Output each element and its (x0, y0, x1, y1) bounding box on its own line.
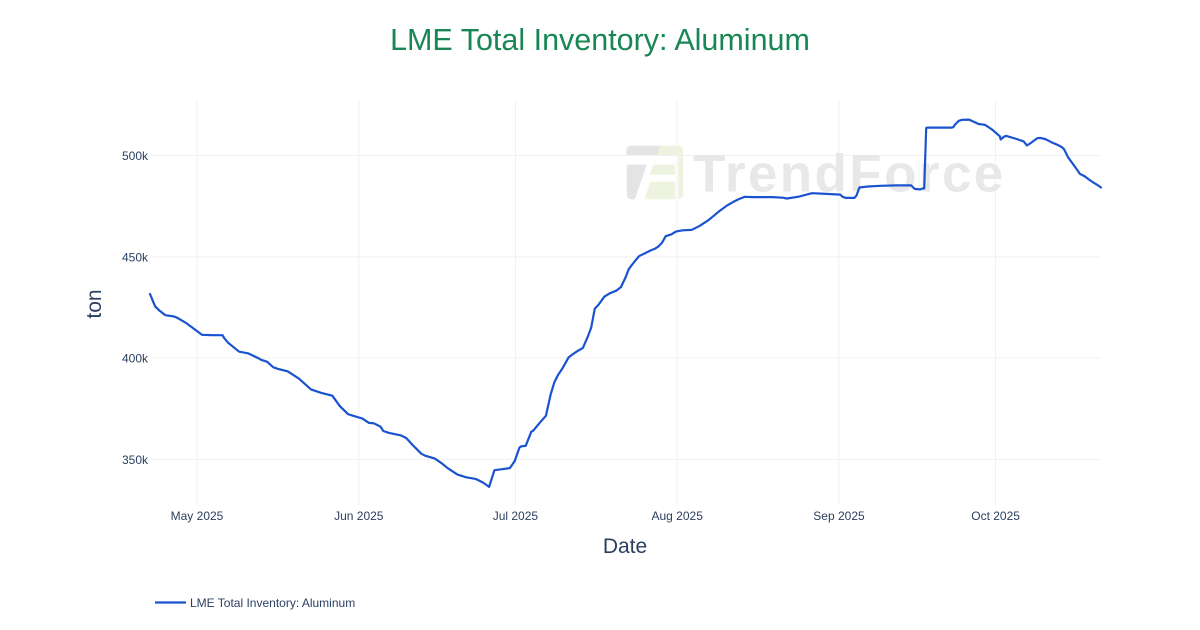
svg-text:May 2025: May 2025 (171, 509, 224, 523)
svg-text:Jun 2025: Jun 2025 (334, 509, 384, 523)
svg-text:Oct 2025: Oct 2025 (971, 509, 1020, 523)
svg-text:Date: Date (603, 535, 647, 558)
svg-text:350k: 350k (122, 453, 149, 467)
svg-text:500k: 500k (122, 149, 149, 163)
svg-text:TrendForce: TrendForce (693, 145, 1006, 204)
svg-text:400k: 400k (122, 352, 149, 366)
svg-text:Jul 2025: Jul 2025 (493, 509, 539, 523)
svg-text:LME Total Inventory: Aluminum: LME Total Inventory: Aluminum (390, 23, 810, 57)
svg-text:Aug 2025: Aug 2025 (652, 509, 704, 523)
svg-text:Sep 2025: Sep 2025 (813, 509, 865, 523)
svg-text:LME Total Inventory: Aluminum: LME Total Inventory: Aluminum (190, 596, 355, 610)
svg-text:ton: ton (83, 289, 106, 318)
svg-text:450k: 450k (122, 251, 149, 265)
